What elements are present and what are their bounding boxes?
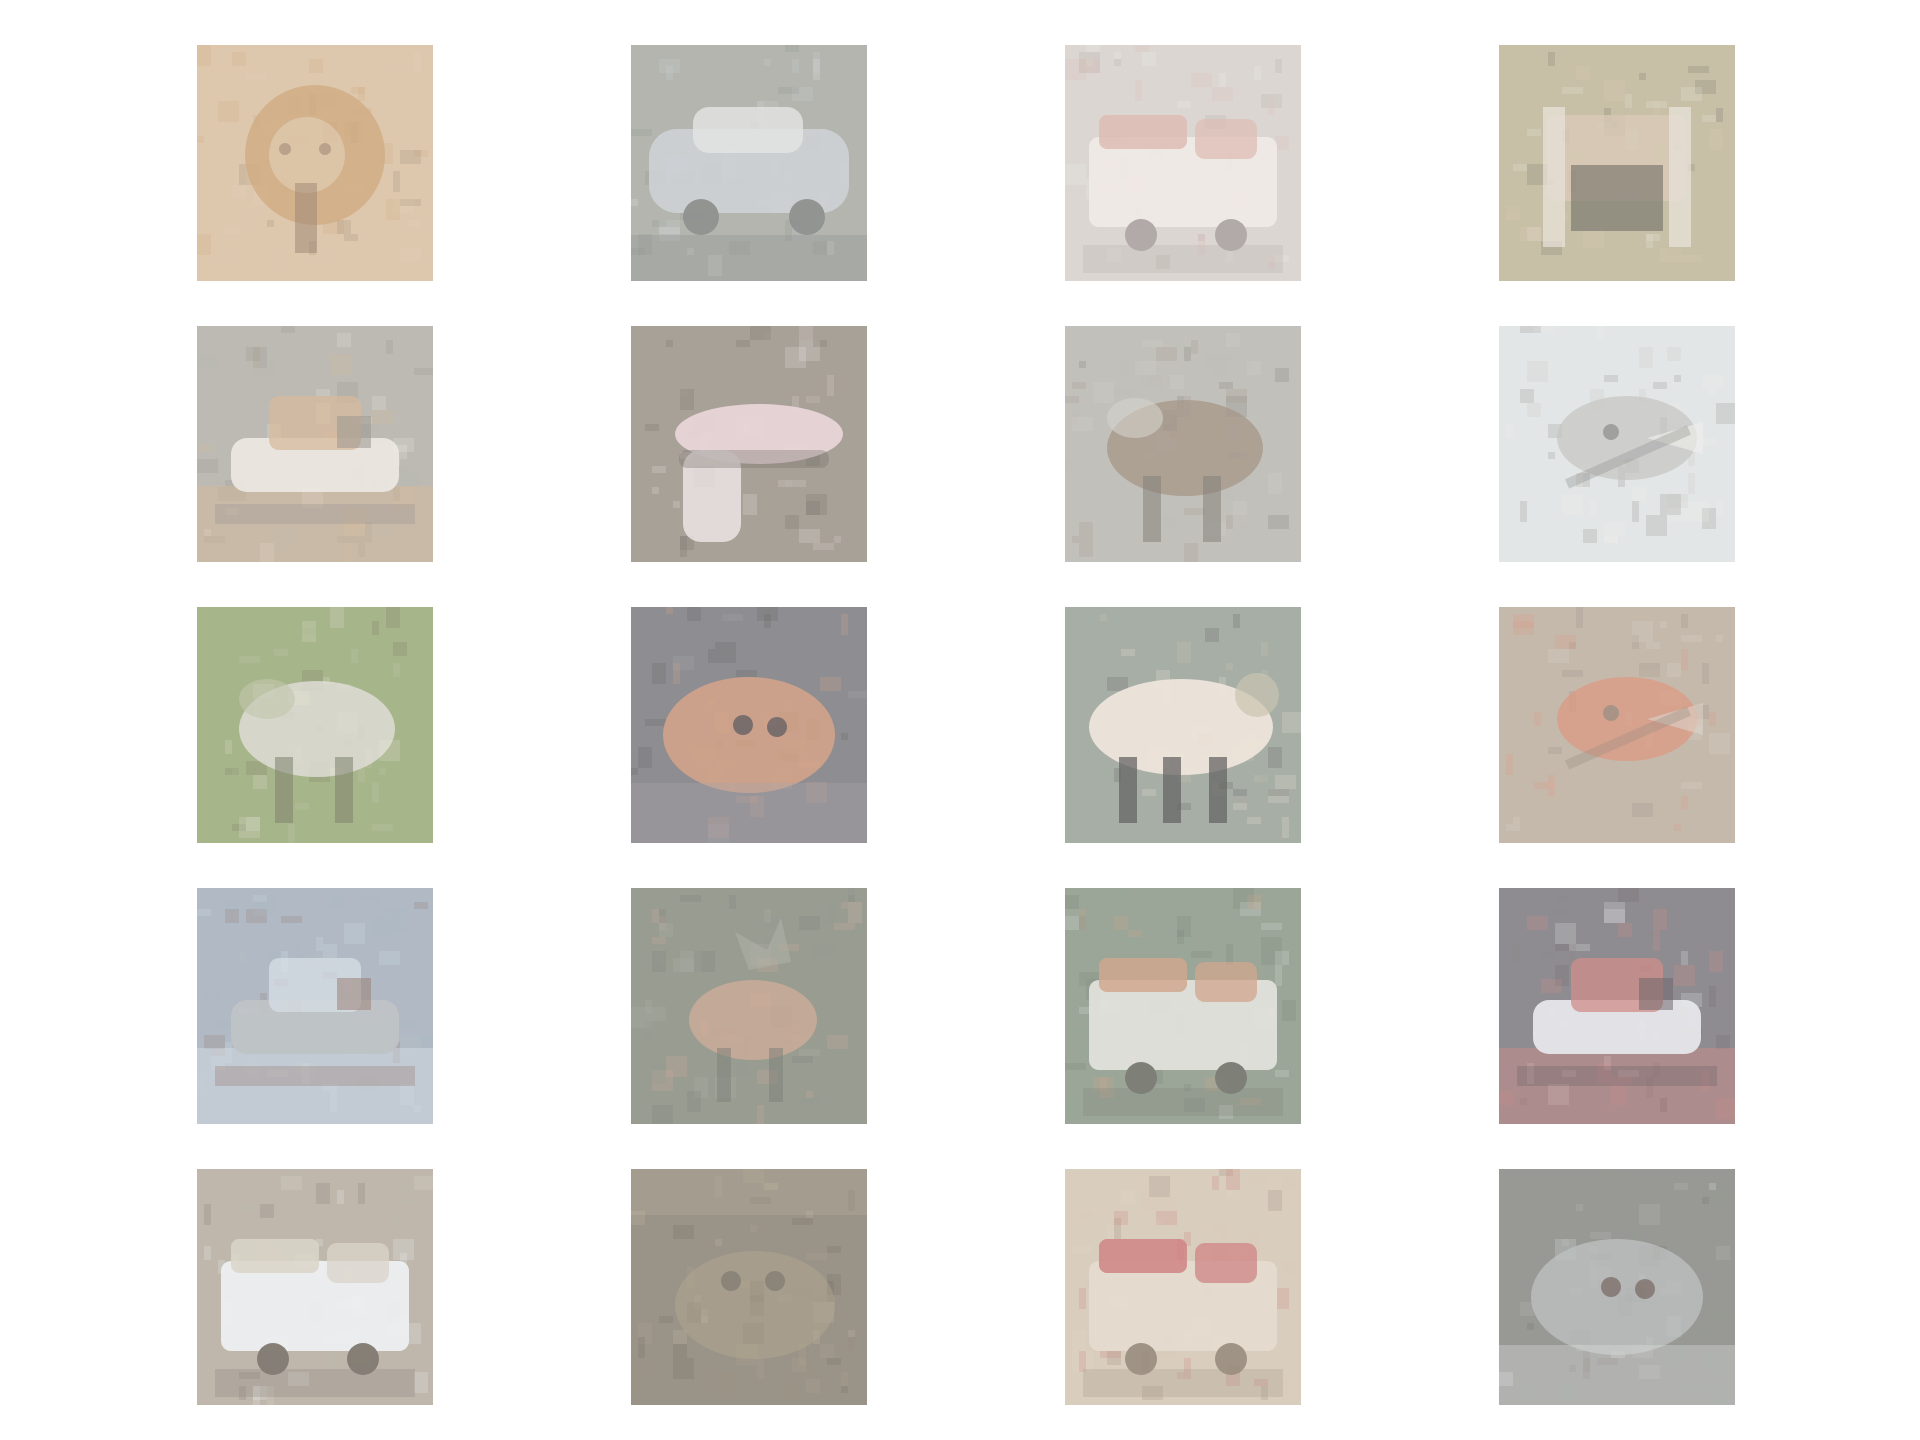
image-tile-art (1065, 326, 1301, 562)
image-tile-art (1065, 607, 1301, 843)
image-tile-art (631, 45, 867, 281)
image-tile-art (1065, 1169, 1301, 1405)
image-tile (1065, 607, 1301, 843)
image-tile-art (1499, 45, 1735, 281)
image-tile-art (1065, 888, 1301, 1124)
image-tile-art (197, 326, 433, 562)
image-tile-art (1499, 888, 1735, 1124)
image-tile-art (1499, 607, 1735, 843)
image-tile (197, 607, 433, 843)
image-tile-art (631, 326, 867, 562)
image-tile-art (197, 888, 433, 1124)
image-tile (1065, 1169, 1301, 1405)
image-tile-art (197, 607, 433, 843)
image-tile (1499, 45, 1735, 281)
image-tile-art (1065, 45, 1301, 281)
image-tile-art (197, 45, 433, 281)
image-tile (1499, 607, 1735, 843)
image-tile-art (631, 1169, 867, 1405)
image-tile (197, 1169, 433, 1405)
image-tile-art (631, 607, 867, 843)
image-tile (1499, 888, 1735, 1124)
image-tile-art (1499, 1169, 1735, 1405)
image-tile (631, 1169, 867, 1405)
image-tile (1499, 1169, 1735, 1405)
image-tile (197, 888, 433, 1124)
image-tile (631, 326, 867, 562)
image-tile-art (197, 1169, 433, 1405)
image-tile-art (631, 888, 867, 1124)
image-tile-art (1499, 326, 1735, 562)
image-tile (631, 888, 867, 1124)
image-grid (197, 45, 1735, 1405)
image-tile (1065, 888, 1301, 1124)
image-tile (631, 607, 867, 843)
image-tile (197, 45, 433, 281)
image-tile (1499, 326, 1735, 562)
image-tile (197, 326, 433, 562)
image-tile (1065, 45, 1301, 281)
image-tile (1065, 326, 1301, 562)
image-tile (631, 45, 867, 281)
